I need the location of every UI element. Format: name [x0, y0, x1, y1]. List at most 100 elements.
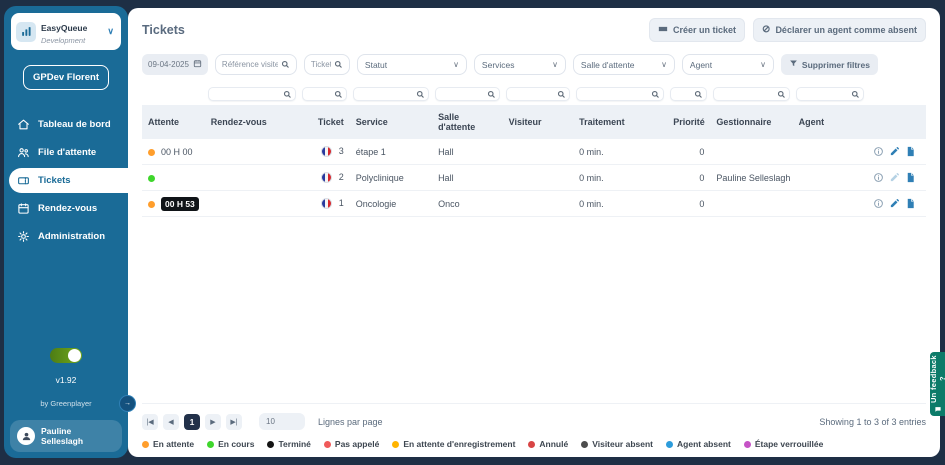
date-filter[interactable]: 09-04-2025 [142, 54, 208, 75]
column-search-rendez_vous[interactable] [205, 85, 299, 105]
column-search-input-visiteur[interactable] [505, 87, 571, 101]
sidebar-item-label: Tickets [38, 175, 71, 186]
sidebar-item-label: Tableau de bord [38, 119, 111, 130]
column-search-priorite[interactable] [667, 85, 710, 105]
column-header-visiteur: Visiteur [502, 105, 574, 139]
france-flag-icon [320, 198, 332, 210]
legend-item: Pas appelé [323, 439, 379, 449]
sidebar-item-tickets[interactable]: Tickets [9, 168, 128, 193]
table-row[interactable]: 00 H 53 1 Oncologie Onco 0 min. 0 [142, 190, 926, 218]
visitor-reference-input[interactable] [221, 60, 278, 69]
column-search-input-priorite[interactable] [670, 87, 708, 101]
cell-priorite: 0 [667, 139, 711, 166]
first-page-button[interactable]: |◀ [142, 413, 158, 430]
visitor-reference-search[interactable] [214, 54, 297, 75]
column-search-input-service[interactable] [352, 87, 430, 101]
rows-per-page-input[interactable] [259, 413, 305, 430]
app-byline: by Greenplayer [40, 399, 92, 408]
gear-icon [17, 230, 30, 243]
user-card[interactable]: Pauline Selleslagh [10, 420, 122, 452]
previous-page-button[interactable]: ◀ [163, 413, 179, 430]
search-icon [334, 60, 342, 68]
column-search-agent[interactable] [793, 85, 867, 105]
document-icon[interactable] [905, 198, 916, 209]
ticket-icon [17, 174, 30, 187]
column-search-input-salle[interactable] [435, 87, 500, 101]
calendar-icon [17, 202, 30, 215]
cell-visiteur [502, 190, 574, 218]
column-search-visiteur[interactable] [503, 85, 574, 105]
cell-salle-dattente: Onco [432, 190, 503, 218]
cell-attente: 00 H 53 [142, 190, 205, 218]
edit-icon[interactable] [889, 146, 900, 157]
waiting-room-select[interactable]: Salle d'attente ∨ [572, 54, 675, 75]
details-icon[interactable] [873, 146, 884, 157]
details-icon[interactable] [873, 198, 884, 209]
create-ticket-button[interactable]: Créer un ticket [649, 18, 746, 42]
column-search-input-agent[interactable] [795, 87, 865, 101]
legend-item: Terminé [267, 439, 311, 449]
agent-select[interactable]: Agent ∨ [681, 54, 774, 75]
current-page: 1 [184, 413, 200, 430]
column-search-gestionnaire[interactable] [710, 85, 792, 105]
document-icon[interactable] [905, 172, 916, 183]
ticket-search-input[interactable] [310, 60, 331, 69]
services-select[interactable]: Services ∨ [473, 54, 566, 75]
app-switcher[interactable]: EasyQueue Development ∨ [11, 13, 121, 50]
edit-icon[interactable] [889, 198, 900, 209]
table-row[interactable]: 2 Polyclinique Hall 0 min. 0 Pauline Sellesla… [142, 164, 926, 192]
legend-dot [323, 440, 331, 448]
column-header-actions [867, 105, 926, 139]
sidebar-item-tableau-de-bord[interactable]: Tableau de bord [4, 112, 128, 137]
column-header-traitement: Traitement [573, 105, 668, 139]
clear-filters-button[interactable]: Supprimer filtres [780, 54, 878, 75]
column-search-salle[interactable] [432, 85, 503, 105]
sidebar-item-file-dattente[interactable]: File d'attente [4, 140, 128, 165]
legend-dot [581, 440, 589, 448]
details-icon[interactable] [873, 172, 884, 183]
legend-dot [142, 440, 149, 448]
column-header-gestionnaire: Gestionnaire [710, 105, 793, 139]
cell-attente: 00 H 00 [142, 139, 205, 166]
availability-toggle[interactable] [50, 348, 82, 363]
sidebar-collapse-button[interactable]: → [119, 395, 136, 412]
sidebar-item-rendez-vous[interactable]: Rendez-vous [4, 196, 128, 221]
column-header-rendez_vous: Rendez-vous [204, 105, 299, 139]
cell-gestionnaire: Pauline Selleslagh [710, 164, 793, 192]
next-page-button[interactable]: ▶ [205, 413, 221, 430]
main-panel: Tickets Créer un ticket ⊘ Déclarer un ag… [128, 8, 940, 457]
ticket-search[interactable] [303, 54, 350, 75]
column-search-input-rendez_vous[interactable] [207, 87, 296, 101]
table-header-row: Attente Rendez-vous Ticket Service Salle d'a… [142, 105, 926, 139]
sidebar-item-administration[interactable]: Administration [4, 224, 128, 249]
row-actions [873, 146, 920, 157]
cell-ticket: 3 [298, 139, 350, 166]
legend-dot [528, 440, 536, 448]
workspace-button[interactable]: GPDev Florent [23, 65, 109, 90]
table-row[interactable]: 00 H 00 3 étape 1 Hall 0 min. 0 [142, 139, 926, 166]
column-search-traitement[interactable] [573, 85, 667, 105]
column-search-input-gestionnaire[interactable] [713, 87, 790, 101]
cell-traitement: 0 min. [573, 190, 668, 218]
cell-gestionnaire [710, 190, 793, 218]
column-search-input-traitement[interactable] [576, 87, 665, 101]
declare-absent-button[interactable]: ⊘ Déclarer un agent comme absent [753, 18, 926, 42]
cell-rendez-vous [204, 139, 299, 166]
rows-per-page-label: Lignes par page [318, 416, 383, 427]
calendar-icon [193, 59, 202, 70]
document-icon[interactable] [905, 146, 916, 157]
last-page-button[interactable]: ▶| [226, 413, 242, 430]
status-select[interactable]: Statut ∨ [356, 54, 467, 75]
user-name: Pauline Selleslagh [41, 426, 84, 446]
column-search-service[interactable] [350, 85, 432, 105]
legend-item: En attente [142, 439, 194, 449]
legend-item: En cours [207, 439, 254, 449]
cell-agent [792, 139, 868, 166]
feedback-button[interactable]: Un feedback ? [929, 352, 945, 416]
column-search-input-ticket[interactable] [301, 87, 347, 101]
chevron-down-icon: ∨ [107, 26, 114, 36]
column-header-agent: Agent [792, 105, 868, 139]
column-search-ticket[interactable] [299, 85, 350, 105]
cell-service: Polyclinique [349, 164, 433, 192]
cell-salle-dattente: Hall [432, 139, 503, 166]
